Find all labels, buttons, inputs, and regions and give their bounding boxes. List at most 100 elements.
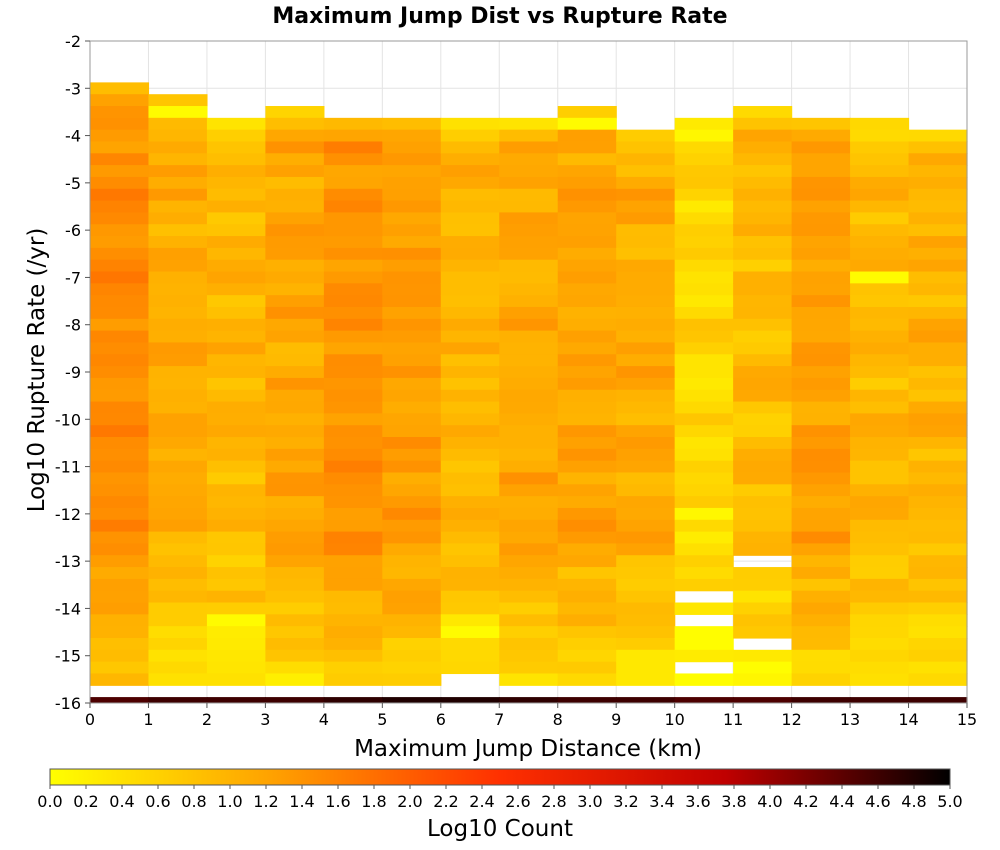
heatmap-cell <box>616 342 676 355</box>
heatmap-cell <box>850 578 910 592</box>
heatmap-cell <box>674 141 734 154</box>
heatmap-cell <box>557 448 617 462</box>
heatmap-cell <box>616 614 676 627</box>
heatmap-cell <box>616 176 676 190</box>
heatmap-cell <box>90 649 150 663</box>
heatmap-cell <box>382 413 442 426</box>
heatmap-cell <box>382 637 442 651</box>
heatmap-cell <box>148 330 208 344</box>
heatmap-cell <box>265 236 325 249</box>
heatmap-cell <box>206 602 266 615</box>
colorbar-tick-label: 0.0 <box>37 792 62 811</box>
heatmap-cell <box>265 614 325 627</box>
heatmap-cell <box>791 283 851 296</box>
heatmap-cell <box>499 661 559 675</box>
heatmap-cell <box>148 200 208 214</box>
heatmap-cell <box>791 366 851 379</box>
heatmap-cell <box>733 425 793 438</box>
heatmap-cell <box>265 247 325 261</box>
heatmap-cell <box>90 401 150 414</box>
heatmap-cell <box>382 531 442 545</box>
heatmap-cell <box>850 389 910 403</box>
colorbar-gradient <box>49 768 951 786</box>
heatmap-cell <box>90 117 150 131</box>
heatmap-cell <box>382 129 442 143</box>
heatmap-cell <box>90 212 150 225</box>
heatmap-cell <box>733 366 793 379</box>
heatmap-cell <box>733 413 793 426</box>
heatmap-cell <box>148 354 208 367</box>
heatmap-cell <box>206 117 266 131</box>
heatmap-cell <box>265 496 325 509</box>
heatmap-cell <box>206 637 266 651</box>
heatmap-cell <box>616 484 676 497</box>
heatmap-cell <box>206 200 266 214</box>
heatmap-cell <box>791 318 851 332</box>
heatmap-cell <box>850 377 910 391</box>
heatmap-cell <box>148 283 208 296</box>
heatmap-cell <box>616 330 676 344</box>
heatmap-cell <box>206 460 266 474</box>
heatmap-cell <box>674 531 734 545</box>
heatmap-cell <box>382 141 442 154</box>
heatmap-cell <box>90 531 150 545</box>
heatmap-cell <box>382 318 442 332</box>
heatmap-cell <box>323 448 383 462</box>
heatmap-cell <box>733 697 793 703</box>
heatmap-cell <box>323 283 383 296</box>
heatmap-cell <box>323 413 383 426</box>
heatmap-cell <box>733 649 793 663</box>
y-tick-label: -8 <box>65 316 81 335</box>
heatmap-cell <box>382 330 442 344</box>
heatmap-cell <box>382 259 442 273</box>
heatmap-cell <box>791 413 851 426</box>
heatmap-cell <box>557 141 617 154</box>
heatmap-cell <box>616 200 676 214</box>
heatmap-cell <box>90 472 150 485</box>
heatmap-cell <box>616 496 676 509</box>
heatmap-cell <box>440 117 500 131</box>
y-tick-label: -7 <box>65 268 81 287</box>
heatmap-cell <box>908 259 968 273</box>
heatmap-cell <box>850 437 910 450</box>
heatmap-cell <box>148 129 208 143</box>
heatmap-cell <box>206 247 266 261</box>
heatmap-cell <box>616 141 676 154</box>
heatmap-cell <box>674 153 734 166</box>
heatmap-cell <box>440 153 500 166</box>
heatmap-cell <box>908 330 968 344</box>
heatmap-cell <box>557 460 617 474</box>
heatmap-cell <box>791 637 851 651</box>
heatmap-cell <box>557 661 617 675</box>
heatmap-cell <box>791 306 851 320</box>
heatmap-cell <box>148 153 208 166</box>
heatmap-cell <box>850 614 910 627</box>
heatmap-cell <box>90 448 150 462</box>
heatmap-cell <box>791 330 851 344</box>
heatmap-cell <box>733 460 793 474</box>
heatmap-cell <box>674 318 734 332</box>
heatmap-cell <box>382 188 442 202</box>
heatmap-cell <box>499 484 559 497</box>
heatmap-cell <box>557 188 617 202</box>
heatmap-cell <box>557 295 617 308</box>
heatmap-cell <box>908 448 968 462</box>
heatmap-cell <box>791 295 851 308</box>
heatmap-cell <box>557 106 617 119</box>
x-tick-label: 1 <box>143 710 153 729</box>
heatmap-cell <box>908 165 968 178</box>
heatmap-cell <box>90 567 150 580</box>
heatmap-cell <box>850 519 910 533</box>
heatmap-cell <box>265 661 325 675</box>
heatmap-cell <box>791 377 851 391</box>
y-axis-label: Log10 Rupture Rate (/yr) <box>24 228 50 513</box>
heatmap-cell <box>908 697 968 703</box>
heatmap-cell <box>90 519 150 533</box>
heatmap-cell <box>499 366 559 379</box>
colorbar-tick-label: 3.4 <box>649 792 674 811</box>
heatmap-cell <box>499 555 559 568</box>
heatmap-cell <box>382 366 442 379</box>
heatmap-cell <box>616 224 676 237</box>
heatmap-cell <box>791 247 851 261</box>
heatmap-cell <box>499 567 559 580</box>
